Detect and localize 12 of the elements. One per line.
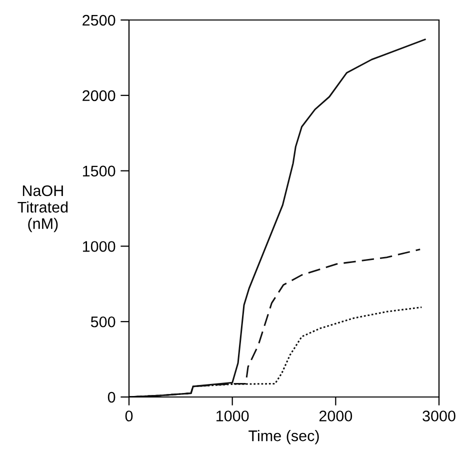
y-tick-label: 2500 [82, 14, 116, 26]
x-tick-label: 3000 [422, 410, 456, 422]
x-tick-label: 0 [125, 410, 133, 422]
y-axis-title: NaOH Titrated (nM) [18, 185, 68, 232]
y-tick-label: 0 [108, 392, 116, 403]
x-tick-label: 2000 [319, 410, 352, 422]
x-tick-label: 1000 [216, 410, 249, 422]
y-tick-label: 1500 [82, 166, 116, 176]
x-axis-title: Time (sec) [248, 430, 319, 444]
y-tick-label: 500 [90, 316, 116, 328]
y-tick-label: 1000 [82, 241, 116, 252]
y-tick-label: 2000 [82, 90, 116, 102]
